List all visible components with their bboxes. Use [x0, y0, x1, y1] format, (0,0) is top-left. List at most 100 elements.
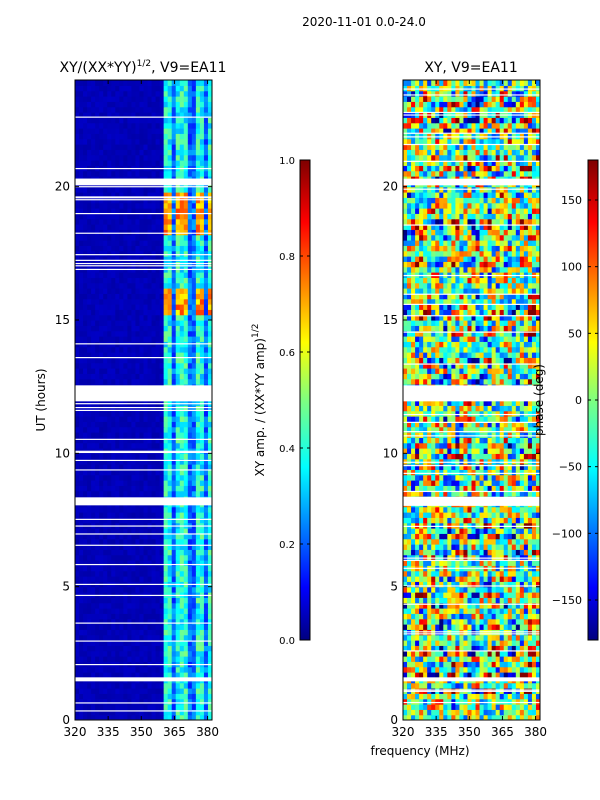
phase-heatmap-cell [471, 682, 477, 689]
phase-heatmap-cell [455, 704, 461, 710]
amp-heatmap-cell [199, 400, 205, 406]
phase-heatmap-cell [463, 645, 469, 652]
amp-heatmap-cell [135, 437, 141, 444]
phase-heatmap-cell [463, 704, 469, 710]
amp-heatmap-cell [199, 432, 205, 438]
amp-heatmap-cell [111, 138, 116, 145]
amp-heatmap-cell [167, 666, 173, 673]
amp-heatmap-cell [187, 250, 193, 257]
phase-heatmap-cell [523, 666, 529, 673]
amp-heatmap-cell [195, 432, 201, 438]
amp-heatmap-cell [163, 192, 169, 198]
amp-heatmap-cell [119, 336, 124, 342]
amp-heatmap-cell [171, 506, 177, 513]
amp-heatmap-cell [131, 240, 137, 246]
amp-heatmap-cell [123, 117, 128, 124]
phase-heatmap-cell [491, 714, 497, 720]
amp-heatmap-cell [207, 272, 212, 278]
amp-heatmap-cell [143, 624, 149, 630]
amp-heatmap-cell [107, 613, 112, 620]
amp-heatmap-cell [167, 704, 173, 710]
amp-heatmap-cell [187, 277, 193, 284]
amp-heatmap-cell [83, 608, 88, 614]
amp-heatmap-cell [195, 437, 201, 444]
amp-heatmap-cell [87, 373, 92, 380]
amp-heatmap-cell [127, 405, 133, 412]
amp-heatmap-cell [155, 336, 161, 342]
amp-heatmap-cell [171, 469, 177, 476]
amp-heatmap-cell [83, 442, 88, 449]
amp-heatmap-cell [83, 549, 88, 556]
amp-heatmap-cell [103, 714, 108, 720]
phase-heatmap-cell [411, 698, 416, 705]
amp-heatmap-cell [195, 133, 201, 140]
amp-heatmap-cell [151, 282, 157, 289]
amp-heatmap-cell [107, 192, 112, 198]
amp-flagged-line [75, 259, 212, 261]
amp-heatmap-cell [127, 314, 133, 321]
amp-heatmap-cell [187, 245, 193, 252]
amp-heatmap-cell [83, 490, 88, 497]
amp-heatmap-cell [175, 122, 181, 129]
amp-heatmap-cell [183, 186, 189, 193]
amp-heatmap-cell [207, 192, 212, 198]
amp-heatmap-cell [83, 400, 88, 406]
amp-heatmap-cell [103, 218, 108, 225]
amp-heatmap-cell [159, 469, 165, 476]
phase-heatmap-cell [487, 597, 493, 604]
phase-heatmap-cell [439, 602, 444, 609]
amp-heatmap-cell [191, 464, 197, 470]
amp-heatmap-cell [131, 138, 137, 145]
amp-heatmap-cell [111, 128, 116, 134]
amp-heatmap-cell [191, 213, 197, 220]
amp-heatmap-cell [187, 357, 193, 364]
amp-heatmap-cell [175, 528, 181, 534]
amp-heatmap-cell [123, 362, 128, 369]
amp-heatmap-cell [195, 490, 201, 497]
amp-heatmap-cell [151, 186, 157, 193]
amp-heatmap-cell [131, 288, 137, 294]
amp-heatmap-cell [155, 133, 161, 140]
amp-heatmap-cell [123, 650, 128, 657]
amp-heatmap-cell [183, 629, 189, 636]
amp-heatmap-cell [187, 154, 193, 161]
amp-heatmap-cell [143, 304, 149, 310]
amp-heatmap-cell [103, 453, 108, 460]
amp-heatmap-cell [203, 656, 209, 662]
amp-heatmap-cell [147, 666, 153, 673]
amp-heatmap-cell [167, 426, 173, 433]
phase-heatmap-cell [415, 608, 420, 614]
amp-heatmap-cell [131, 378, 137, 385]
amp-flagged-line [75, 196, 212, 198]
amp-heatmap-cell [147, 282, 153, 289]
amp-heatmap-cell [91, 437, 96, 444]
amp-heatmap-cell [167, 133, 173, 140]
amp-heatmap-cell [111, 693, 116, 700]
amp-heatmap-cell [95, 106, 100, 113]
amp-heatmap-cell [191, 682, 197, 689]
amp-heatmap-cell [195, 410, 201, 417]
amp-heatmap-cell [95, 170, 100, 177]
amp-heatmap-cell [123, 618, 128, 625]
amp-heatmap-cell [107, 149, 112, 156]
amp-heatmap-cell [119, 709, 124, 716]
amp-heatmap-cell [187, 229, 193, 236]
amp-heatmap-cell [107, 624, 112, 630]
phase-heatmap-cell [407, 645, 412, 652]
amp-heatmap-cell [111, 240, 116, 246]
amp-heatmap-cell [167, 554, 173, 561]
amp-heatmap-cell [159, 144, 165, 150]
amp-heatmap-cell [195, 373, 201, 380]
amp-heatmap-cell [91, 293, 96, 300]
amp-heatmap-cell [187, 410, 193, 417]
amp-heatmap-cell [163, 144, 169, 150]
amp-heatmap-cell [191, 202, 197, 209]
amp-heatmap-cell [95, 272, 100, 278]
amp-heatmap-cell [131, 330, 137, 337]
phase-heatmap-cell [491, 666, 497, 673]
amp-heatmap-cell [191, 245, 197, 252]
amp-heatmap-cell [147, 629, 153, 636]
amp-heatmap-cell [187, 645, 193, 652]
amp-heatmap-cell [151, 325, 157, 332]
amp-heatmap-cell [127, 250, 133, 257]
